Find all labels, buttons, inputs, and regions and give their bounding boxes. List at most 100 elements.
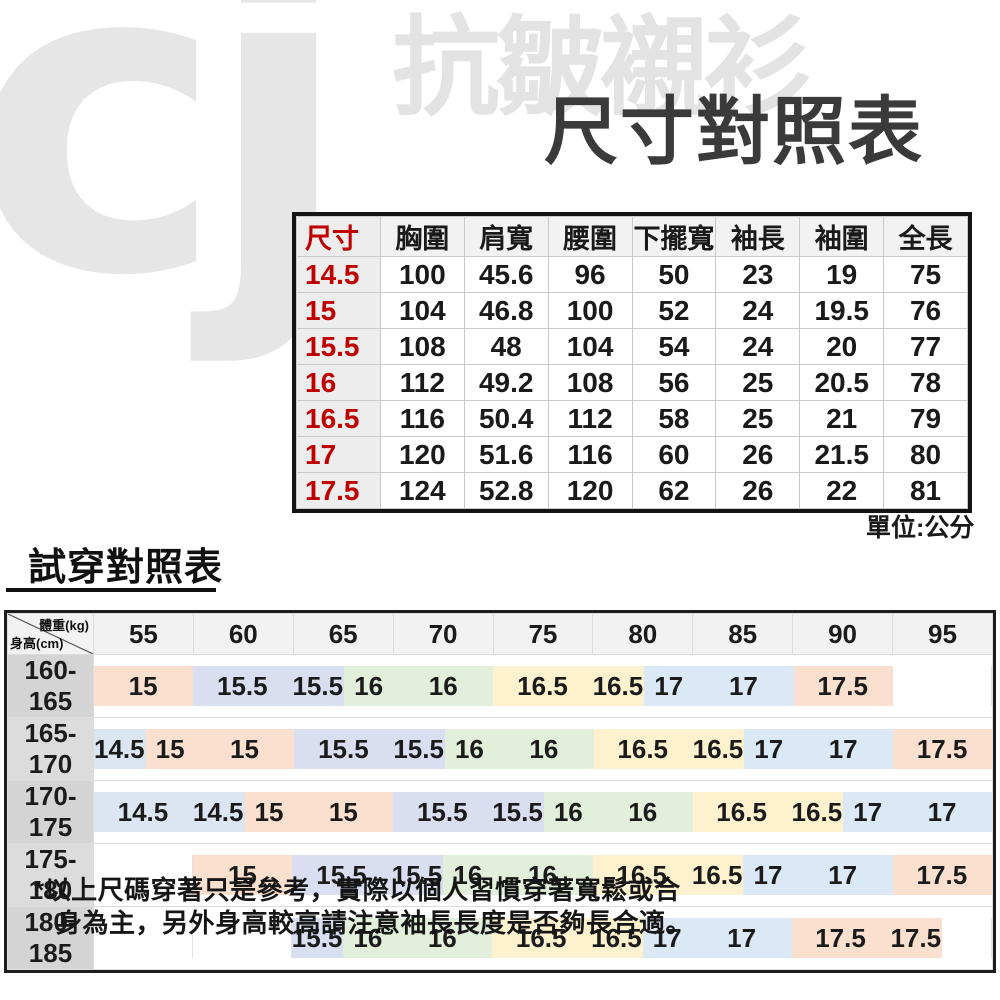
fit-chart-weight-axis-label: 體重(kg)	[39, 618, 89, 633]
fit-chart-size-cell: 17	[793, 855, 893, 895]
size-chart-header-chest: 胸圍	[379, 216, 465, 257]
size-chart-cell-size: 14.5	[296, 256, 381, 293]
fit-chart-size-cell: 16.5	[691, 855, 744, 895]
size-chart-cell: 52	[631, 292, 717, 329]
fit-chart-size-cell: 17.5	[893, 729, 992, 769]
size-chart-header-size: 尺寸	[296, 216, 381, 257]
fit-chart-size-cell: 16.5	[791, 792, 844, 832]
fit-chart-size-cell: 15.5	[292, 855, 392, 895]
fit-chart-size-cell: 16	[494, 729, 594, 769]
fit-chart-size-cell: 16.5	[592, 855, 692, 895]
fit-chart-size-cell: 16.5	[692, 792, 792, 832]
size-chart-header-waist: 腰圍	[547, 216, 633, 257]
size-chart-cell: 76	[883, 292, 968, 329]
fit-chart-height-label: 180-185	[7, 906, 94, 970]
fit-chart-size-cell: 16	[543, 792, 594, 832]
size-chart-cell-size: 16.5	[296, 400, 381, 437]
size-chart-cell: 120	[547, 472, 633, 509]
fit-chart-size-cell: 17.5	[791, 918, 891, 958]
fit-chart-row-cells: 15 15.5 15.5 16 16 16.5 16.5 17 17 17.5	[93, 843, 993, 907]
size-chart-header-sleeve-length: 袖長	[715, 216, 801, 257]
fit-chart-size-cell: 16.5	[492, 918, 592, 958]
fit-chart-size-cell: 16.5	[592, 666, 645, 706]
size-chart-cell: 51.6	[463, 436, 549, 473]
fit-chart-weight-header: 95	[892, 613, 993, 655]
size-chart-cell: 21.5	[799, 436, 885, 473]
fit-chart-size-cell: 16.5	[591, 918, 643, 958]
fit-chart-size-cell: 16	[394, 666, 494, 706]
size-chart-cell: 112	[547, 400, 633, 437]
fit-chart-size-cell: 14.5	[94, 792, 193, 832]
size-chart-cell: 104	[547, 328, 633, 365]
fit-chart-size-cell: 16	[443, 855, 494, 895]
size-chart-cell: 58	[631, 400, 717, 437]
fit-chart-size-cell: 17	[743, 855, 794, 895]
size-chart-cell: 79	[883, 400, 968, 437]
size-chart-cell-size: 17.5	[296, 472, 381, 509]
fit-chart-size-cell: 16	[593, 792, 693, 832]
fit-chart-size-cell: 16	[493, 855, 593, 895]
size-chart-cell: 24	[715, 292, 801, 329]
fit-chart-row-cells: 14.5 15 15 15.5 15.5 16 16 16.5 16.5 17 17 17.5	[93, 717, 993, 781]
fit-chart-height-label: 160-165	[7, 654, 94, 718]
fit-chart-row: 180-185 15.5 16 16 16.5 16.5 17 17 17.5 17.5	[7, 906, 993, 970]
fit-chart-size-cell: 15	[193, 855, 293, 895]
size-chart-row: 17.5 124 52.8 120 62 26 22 81	[296, 472, 968, 509]
size-chart-cell: 25	[715, 364, 801, 401]
fit-chart-height-label: 165-170	[7, 717, 94, 781]
footnote-block: *以上尺碼穿著只是參考，實際以個人習慣穿著寬鬆或合 身為主，另外身高較高請注意袖…	[34, 874, 692, 940]
size-chart-cell: 104	[379, 292, 465, 329]
size-chart-cell: 19.5	[799, 292, 885, 329]
fit-chart-size-cell: 16.5	[692, 729, 745, 769]
size-chart-header-shoulder: 肩寬	[463, 216, 549, 257]
size-chart-row: 16.5 116 50.4 112 58 25 21 79	[296, 400, 968, 437]
size-chart-cell-size: 15.5	[296, 328, 381, 365]
fit-chart-row-cells: 15 15.5 15.5 16 16 16.5 16.5 17 17 17.5	[93, 654, 993, 718]
size-chart-cell: 112	[379, 364, 465, 401]
fit-chart-weight-header: 75	[492, 613, 594, 655]
size-chart-cell: 78	[883, 364, 968, 401]
size-chart-cell: 120	[379, 436, 465, 473]
fit-chart-weight-header: 60	[192, 613, 294, 655]
fit-chart-size-cell: 14.5	[94, 729, 146, 769]
fit-chart-size-cell: 15.5	[393, 729, 445, 769]
fit-chart-size-cell: 17	[843, 792, 894, 832]
size-chart-cell-size: 16	[296, 364, 381, 401]
size-chart-row: 17 120 51.6 116 60 26 21.5 80	[296, 436, 968, 473]
size-chart-cell: 21	[799, 400, 885, 437]
size-chart-row: 15.5 108 48 104 54 24 20 77	[296, 328, 968, 365]
fit-chart-size-cell: 15.5	[492, 792, 544, 832]
fit-chart-height-axis-label: 身高(cm)	[10, 636, 64, 651]
fit-chart-container: 體重(kg) 身高(cm) 55 60 65 70 75 80 85 90 95 160-165…	[4, 610, 996, 973]
fit-chart-height-label: 170-175	[7, 780, 94, 844]
fit-chart-size-cell: 16.5	[493, 666, 593, 706]
fit-chart-size-cell: 17	[893, 792, 992, 832]
fit-chart-corner-cell: 體重(kg) 身高(cm)	[7, 613, 94, 655]
size-chart-cell: 77	[883, 328, 968, 365]
footnote-line-1: *以上尺碼穿著只是參考，實際以個人習慣穿著寬鬆或合	[34, 875, 681, 905]
size-chart-row: 15 104 46.8 100 52 24 19.5 76	[296, 292, 968, 329]
fit-chart-size-cell: 15.5	[193, 666, 293, 706]
fit-chart-size-cell: 17.5	[892, 855, 992, 895]
size-chart-cell: 25	[715, 400, 801, 437]
size-chart-row: 14.5 100 45.6 96 50 23 19 75	[296, 256, 968, 293]
fit-chart-size-cell: 15.5	[291, 918, 344, 958]
fit-chart-size-cell	[192, 918, 292, 958]
size-chart-cell: 46.8	[463, 292, 549, 329]
fit-chart-size-cell: 15.5	[294, 729, 394, 769]
fit-chart-size-cell: 17	[694, 666, 794, 706]
fit-chart-row-cells: 14.5 14.5 15 15 15.5 15.5 16 16 16.5 16.5 17 17	[93, 780, 993, 844]
fit-chart-size-cell: 15.5	[391, 855, 444, 895]
fit-chart-size-cell: 17	[642, 918, 693, 958]
fit-chart-size-cell: 14.5	[192, 792, 245, 832]
size-chart-cell: 80	[883, 436, 968, 473]
size-chart-cell: 96	[547, 256, 633, 293]
size-chart-cell: 49.2	[463, 364, 549, 401]
fit-chart-row: 170-175 14.5 14.5 15 15 15.5 15.5 16 16 16.5 16.5 1…	[7, 780, 993, 844]
size-chart-table: 尺寸 胸圍 肩寬 腰圍 下擺寬 袖長 袖圍 全長 14.5 100 45.6 96 50…	[296, 216, 968, 509]
size-chart-cell: 22	[799, 472, 885, 509]
fit-chart-size-cell: 17	[794, 729, 894, 769]
size-chart-cell: 45.6	[463, 256, 549, 293]
size-chart-cell: 108	[379, 328, 465, 365]
